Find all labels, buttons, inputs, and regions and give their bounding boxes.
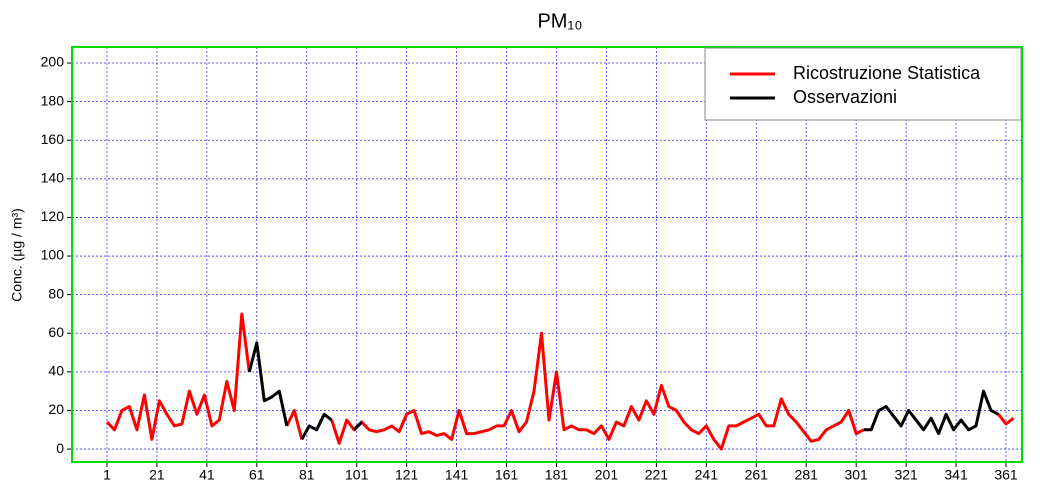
- y-tick-label: 60: [48, 324, 64, 340]
- x-tick-label: 1: [103, 467, 111, 481]
- x-tick-label: 361: [994, 467, 1018, 481]
- y-tick-label: 160: [41, 131, 65, 147]
- x-tick-label: 101: [345, 467, 369, 481]
- x-tick-label: 161: [495, 467, 519, 481]
- x-tick-label: 41: [199, 467, 215, 481]
- x-tick-label: 241: [695, 467, 719, 481]
- series-line: [105, 312, 1015, 451]
- x-tick-label: 181: [545, 467, 569, 481]
- x-tick-label: 341: [944, 467, 968, 481]
- y-tick-label: 100: [41, 247, 65, 263]
- x-tick-label: 81: [299, 467, 315, 481]
- x-tick-label: 141: [445, 467, 469, 481]
- y-axis-label: Conc. (µg / m³): [9, 208, 25, 302]
- x-tick-label: 301: [844, 467, 868, 481]
- x-tick-label: 321: [894, 467, 918, 481]
- y-tick-label: 80: [48, 285, 64, 301]
- x-tick-label: 61: [249, 467, 265, 481]
- legend-label: Osservazioni: [793, 87, 897, 107]
- y-tick-label: 40: [48, 363, 64, 379]
- y-tick-label: 0: [56, 440, 64, 456]
- chart-title: PM₁₀: [537, 10, 582, 32]
- y-tick-label: 180: [41, 92, 65, 108]
- series-line: [247, 341, 1000, 441]
- x-tick-label: 281: [795, 467, 819, 481]
- legend-box: [704, 47, 1022, 121]
- x-tick-label: 261: [745, 467, 769, 481]
- y-tick-label: 140: [41, 170, 65, 186]
- y-tick-label: 200: [41, 54, 65, 70]
- x-tick-label: 221: [645, 467, 669, 481]
- x-tick-label: 21: [149, 467, 165, 481]
- legend-label: Ricostruzione Statistica: [793, 63, 981, 83]
- y-tick-label: 120: [41, 208, 65, 224]
- x-tick-label: 201: [595, 467, 619, 481]
- x-tick-label: 121: [395, 467, 419, 481]
- y-tick-label: 20: [48, 401, 64, 417]
- plot-frame: [71, 46, 1023, 463]
